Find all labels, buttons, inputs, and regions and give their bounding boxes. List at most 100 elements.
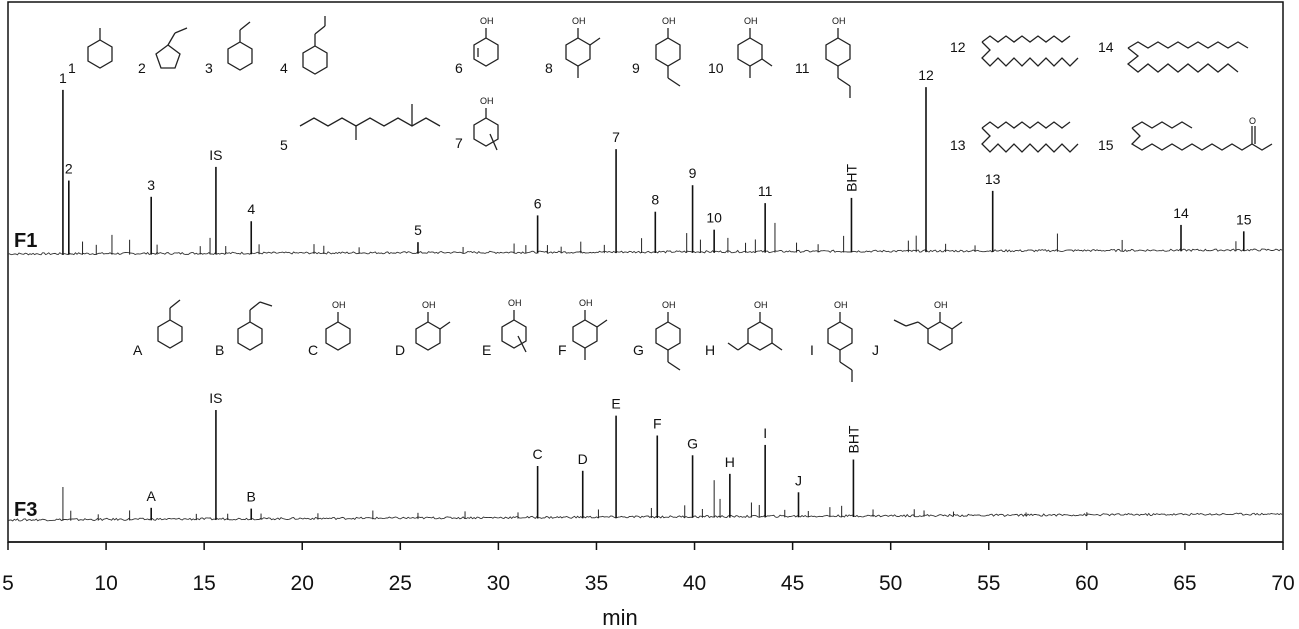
peak-label-4: 4 [247, 201, 255, 217]
x-tick-label: 40 [683, 572, 706, 595]
structure-label-10: 10 [708, 60, 724, 76]
x-tick-label: 10 [94, 572, 117, 595]
structure-13: 13 [950, 121, 1079, 153]
structure-A: A [133, 299, 183, 358]
structures-f1: 1 2 3 4 5 [68, 16, 1273, 153]
x-tick-label: 60 [1075, 572, 1098, 595]
peak-label-13: 13 [985, 171, 1001, 187]
structure-label-2: 2 [138, 60, 146, 76]
structure-6: OH 6 [455, 16, 499, 76]
structure-5: 5 [280, 104, 441, 153]
structure-label-12: 12 [950, 39, 966, 55]
structure-label-A: A [133, 342, 143, 358]
structure-label-9: 9 [632, 60, 640, 76]
trace-name-f3: F3 [14, 499, 37, 521]
x-tick-label: 25 [389, 572, 412, 595]
svg-text:OH: OH [834, 300, 848, 310]
x-axis-title: min [602, 605, 637, 629]
peak-label-C: C [533, 446, 543, 462]
structure-label-11: 11 [795, 60, 810, 76]
structure-3: 3 [205, 21, 253, 76]
svg-text:OH: OH [480, 96, 494, 106]
peak-label-1: 1 [59, 70, 67, 86]
structure-label-7: 7 [455, 135, 463, 151]
svg-text:O: O [1249, 116, 1256, 126]
x-tick-label: 55 [977, 572, 1000, 595]
svg-text:OH: OH [744, 16, 758, 26]
x-tick-label: 50 [879, 572, 902, 595]
structure-15: O 15 [1098, 116, 1273, 153]
structure-label-14: 14 [1098, 39, 1114, 55]
peak-label-A: A [147, 488, 157, 504]
peak-label-IS: IS [209, 147, 222, 163]
peak-label-F: F [653, 415, 662, 431]
structure-J: OH J [872, 300, 963, 358]
peak-label-12: 12 [918, 67, 934, 83]
structure-label-1: 1 [68, 60, 76, 76]
peak-label-BHT: BHT [845, 425, 861, 453]
svg-text:OH: OH [662, 16, 676, 26]
peak-label-E: E [611, 396, 620, 412]
peak-label-J: J [795, 472, 802, 488]
peak-label-D: D [578, 451, 588, 467]
x-tick-label: 15 [192, 572, 215, 595]
svg-text:OH: OH [422, 300, 436, 310]
structure-4: 4 [280, 16, 328, 76]
structure-label-D: D [395, 342, 405, 358]
structure-label-6: 6 [455, 60, 463, 76]
peak-label-9: 9 [689, 165, 697, 181]
structure-label-4: 4 [280, 60, 288, 76]
structure-label-G: G [633, 342, 644, 358]
structure-C: OH C [308, 300, 351, 358]
structure-label-3: 3 [205, 60, 213, 76]
structure-label-H: H [705, 342, 715, 358]
svg-text:OH: OH [508, 298, 522, 308]
peak-label-7: 7 [612, 129, 620, 145]
structure-G: OH G [633, 300, 681, 371]
peak-label-B: B [247, 489, 256, 505]
x-tick-label: 5 [2, 572, 14, 595]
structure-11: OH 11 [795, 16, 851, 98]
structure-label-5: 5 [280, 137, 288, 153]
peak-label-6: 6 [534, 195, 542, 211]
structures-f3: A B OH C OH D OH E [133, 298, 963, 382]
x-tick-label: 65 [1173, 572, 1196, 595]
peak-label-11: 11 [758, 183, 773, 199]
svg-text:OH: OH [832, 16, 846, 26]
peak-label-G: G [687, 435, 698, 451]
structure-label-E: E [482, 342, 491, 358]
trace-f3: A IS B C D E F G H I J BHT [7, 390, 1283, 522]
peak-label-BHT: BHT [843, 163, 859, 191]
structure-F: OH F [558, 298, 608, 360]
structure-label-I: I [810, 342, 814, 358]
structure-D: OH D [395, 300, 451, 358]
svg-text:OH: OH [572, 16, 586, 26]
peak-label-IS: IS [209, 390, 222, 406]
peak-label-10: 10 [706, 210, 722, 226]
structure-10: OH 10 [708, 16, 773, 78]
structure-1: 1 [68, 28, 113, 76]
peak-label-3: 3 [147, 177, 155, 193]
structure-2: 2 [138, 27, 188, 76]
structure-label-15: 15 [1098, 137, 1114, 153]
structure-label-C: C [308, 342, 318, 358]
structure-14: 14 [1098, 39, 1249, 73]
structure-H: OH H [705, 300, 783, 358]
x-tick-label: 30 [487, 572, 510, 595]
x-tick-label: 35 [585, 572, 608, 595]
peak-label-5: 5 [414, 222, 422, 238]
structure-label-B: B [215, 342, 224, 358]
baseline-f3 [7, 512, 1283, 522]
structure-8: OH 8 [545, 16, 601, 78]
plot-frame [7, 1, 1284, 543]
peak-label-8: 8 [651, 192, 659, 208]
structure-label-F: F [558, 342, 567, 358]
trace-name-f1: F1 [14, 230, 37, 252]
x-tick-label: 70 [1271, 572, 1294, 595]
peak-label-I: I [763, 425, 767, 441]
peak-label-H: H [725, 454, 735, 470]
svg-text:OH: OH [754, 300, 768, 310]
